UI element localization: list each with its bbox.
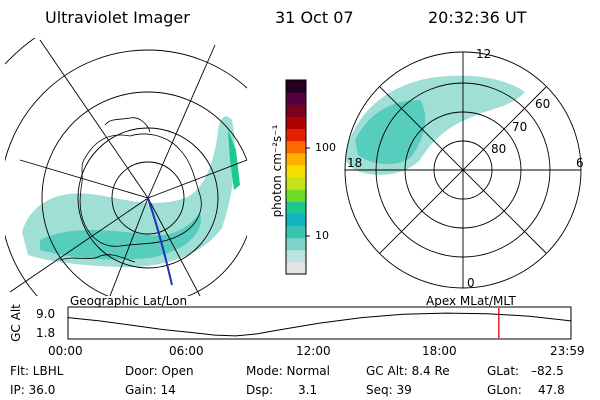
- geographic-map: [5, 38, 247, 296]
- colorbar-swatch: [286, 189, 306, 202]
- mlt-label-12: 12: [476, 47, 492, 61]
- sequence-readout: Seq: 39: [366, 383, 412, 397]
- dsp-value: 3.1: [298, 383, 318, 397]
- dsp-label: Dsp:: [246, 383, 274, 397]
- colorbar-tick-100: 100: [315, 141, 336, 154]
- polar-aurora-bright: [355, 100, 426, 165]
- mlat-label-70: 70: [512, 120, 528, 134]
- mlat-label-80: 80: [491, 142, 507, 156]
- geographic-map-caption: Geographic Lat/Lon: [70, 294, 188, 308]
- glat-label: GLat:: [487, 364, 520, 378]
- polar-map-caption: Apex MLat/MLT: [426, 294, 516, 308]
- colorbar-frame: [285, 79, 307, 275]
- satellite-ground-track: [147, 197, 173, 286]
- glon-label: GLon:: [487, 383, 522, 397]
- colorbar-swatch: [286, 177, 306, 190]
- colorbar-swatch: [286, 92, 306, 105]
- time-label: 20:32:36 UT: [428, 8, 527, 27]
- glon-value: 47.8: [538, 383, 565, 397]
- altitude-ytick-min: 1.8: [36, 326, 56, 340]
- colorbar-swatch: [286, 164, 306, 178]
- colorbar-swatch: [286, 261, 306, 275]
- colorbar-swatch: [286, 80, 306, 93]
- mlt-lines: [345, 52, 581, 288]
- mlt-label-6: 6: [576, 156, 584, 170]
- altitude-xtick-1200: 12:00: [296, 344, 331, 358]
- colorbar-swatch: [286, 249, 306, 263]
- colorbar-swatch: [286, 140, 306, 154]
- altitude-xtick-0600: 06:00: [169, 344, 204, 358]
- altitude-xtick-0000: 00:00: [48, 344, 83, 358]
- altitude-plot-frame: [67, 306, 572, 340]
- altitude-ytick-max: 9.0: [36, 307, 56, 321]
- coastline-fragment: [59, 254, 136, 263]
- colorbar-swatch: [286, 213, 306, 226]
- gain-readout: Gain: 14: [125, 383, 176, 397]
- colorbar-swatch: [286, 128, 306, 142]
- date-label: 31 Oct 07: [275, 8, 354, 27]
- color-scale-bar: [285, 79, 310, 275]
- colorbar-unit-label: photon cm⁻²s⁻¹: [270, 124, 284, 218]
- coastline-fragment-north: [104, 117, 151, 133]
- filter-readout: Flt: LBHL: [10, 364, 64, 378]
- aurora-edge-green: [228, 130, 240, 190]
- altitude-curve: [67, 312, 572, 337]
- mlat-label-60: 60: [535, 97, 551, 111]
- ip-readout: IP: 36.0: [10, 383, 56, 397]
- colorbar-swatch: [286, 104, 306, 117]
- polar-mlat-mlt-map: [344, 51, 582, 289]
- colorbar-swatch: [286, 237, 306, 251]
- instrument-title: Ultraviolet Imager: [45, 8, 190, 27]
- coastline-outline: [79, 133, 202, 247]
- colorbar-swatch: [286, 116, 306, 129]
- aurora-oval-bright: [40, 212, 201, 260]
- altitude-ylabel: GC Alt: [9, 304, 23, 342]
- colorbar-swatch: [286, 225, 306, 239]
- altitude-xtick-2359: 23:59: [550, 344, 585, 358]
- meridian-lines: [9, 39, 247, 296]
- colorbar-tick-10: 10: [315, 229, 329, 242]
- altitude-plot: [67, 306, 572, 340]
- glat-value: –82.5: [531, 364, 564, 378]
- mlt-label-0: 0: [467, 276, 475, 290]
- altitude-xtick-1800: 18:00: [422, 344, 457, 358]
- colorbar-swatch: [286, 152, 306, 166]
- mlt-label-18: 18: [347, 156, 363, 170]
- door-readout: Door: Open: [125, 364, 194, 378]
- colorbar-swatch: [286, 201, 306, 214]
- mode-readout: Mode: Normal: [246, 364, 330, 378]
- gc-altitude-readout: GC Alt: 8.4 Re: [366, 364, 450, 378]
